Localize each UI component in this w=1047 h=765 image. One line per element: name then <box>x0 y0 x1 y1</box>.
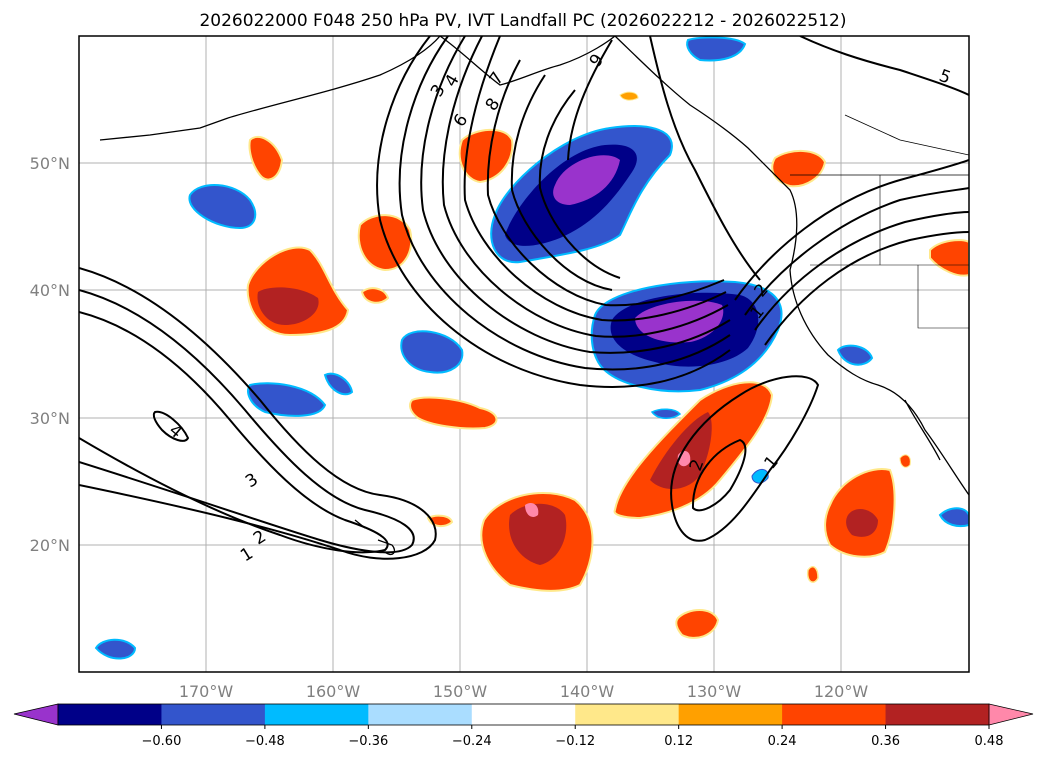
border-canada <box>844 114 969 156</box>
coast-north-america <box>614 36 969 496</box>
lat-label-50n: 50°N <box>30 154 70 173</box>
ivt-contour-5 <box>799 36 969 96</box>
colorbar-segment <box>678 704 783 725</box>
ivt-contour-north-4 <box>441 36 729 338</box>
colorbar-tick-label: −0.36 <box>348 734 388 749</box>
pv-negative-blob-tiny <box>650 408 682 419</box>
colorbar-tick-label: 0.12 <box>664 734 693 749</box>
pv-positive-core-se <box>846 508 878 537</box>
pv-negative-blob-east <box>938 507 969 528</box>
lat-label-40n: 40°N <box>30 281 70 300</box>
pv-positive-blob-tiny-4 <box>899 454 911 468</box>
ivt-contour-north-3 <box>420 36 731 354</box>
colorbar-tick-label: −0.12 <box>555 734 595 749</box>
coast-aleutians <box>99 117 229 141</box>
ivt-contour-east-2 <box>734 159 969 301</box>
lat-label-20n: 20°N <box>30 536 70 555</box>
colorbar-segment <box>782 704 887 725</box>
coast-baja <box>904 399 941 461</box>
pv-positive-blob-small <box>360 287 390 304</box>
ivt-contour-trough-2 <box>691 438 747 512</box>
lat-label-30n: 30°N <box>30 409 70 428</box>
lon-label-130w: 130°W <box>687 682 742 701</box>
pv-negative-blob-mid <box>400 330 464 374</box>
pv-positive-blob-cw <box>357 214 413 272</box>
lon-label-150w: 150°W <box>433 682 488 701</box>
colorbar-tick-label: −0.48 <box>245 734 285 749</box>
ivt-contour-north-5 <box>463 36 727 322</box>
pv-positive-peak-south <box>525 503 539 517</box>
longitude-labels: 170°W 160°W 150°W 140°W 130°W 120°W <box>179 682 869 701</box>
pv-negative-blob-coast <box>836 344 874 366</box>
colorbar-extend-max <box>988 703 1034 726</box>
ivt-contour-trough-1 <box>670 375 820 542</box>
colorbar-tick-label: 0.48 <box>975 734 1004 749</box>
map-frame <box>78 35 970 673</box>
colorbar-segment <box>368 704 473 725</box>
ivt-contour-north-1 <box>376 36 731 388</box>
pv-negative-blob-top <box>686 36 747 62</box>
coastlines <box>99 36 969 556</box>
pv-positive-blob-nw <box>248 135 284 181</box>
ivt-contour-north-9 <box>567 39 613 161</box>
ivt-contour-east-4 <box>754 211 969 331</box>
lon-label-140w: 140°W <box>560 682 615 701</box>
pv-negative-blob-west <box>188 183 257 230</box>
pv-positive-blob-tiny-3 <box>619 91 639 101</box>
ivt-contour-east-1 <box>649 36 761 281</box>
pv-positive-blob-tiny-2 <box>806 565 819 583</box>
coast-alaska-peninsula <box>227 36 441 119</box>
colorbar-segment <box>471 704 576 725</box>
colorbar-tick-label: −0.60 <box>142 734 182 749</box>
colorbar-segment <box>575 704 680 725</box>
pv-negative-north-blob <box>490 125 673 264</box>
coast-gulf-of-alaska <box>439 36 616 86</box>
pv-negative-blob-far-sw <box>94 638 137 660</box>
pv-positive-core-south <box>509 503 567 565</box>
colorbar-segment <box>885 704 990 725</box>
ivt-contour-west-1 <box>79 267 437 560</box>
ivt-contour-west-3 <box>79 311 389 554</box>
colorbar-tick-label: 0.24 <box>768 734 797 749</box>
colorbar-segment <box>161 704 266 725</box>
pv-positive-blob-far-south <box>675 609 720 639</box>
ivt-contour-north-2 <box>398 36 731 371</box>
ivt-contour-west-2 <box>79 289 415 554</box>
colorbar-segment <box>58 704 162 725</box>
ivt-contour-north-7 <box>510 74 613 291</box>
map-panel: 1 2 3 4 5 6 7 8 9 3 4 1 2 2 1 <box>78 35 970 673</box>
pv-positive-core-west <box>257 287 319 325</box>
colorbar-tick-label: 0.36 <box>871 734 900 749</box>
latitude-labels: 50°N 40°N 30°N 20°N <box>30 154 70 555</box>
ivt-contour-east-3 <box>744 187 969 316</box>
colorbar: −0.60 −0.48 −0.36 −0.24 −0.12 0.12 0.24 0.36 0.4… <box>13 703 1034 749</box>
ivt-contour-north-6 <box>486 59 725 307</box>
colorbar-outline <box>57 703 990 726</box>
colorbar-ticks: −0.60 −0.48 −0.36 −0.24 −0.12 0.12 0.24 0.36 0.4… <box>142 725 1004 749</box>
colorbar-segment <box>264 704 369 725</box>
lon-label-160w: 160°W <box>306 682 361 701</box>
pv-positive-blob-mid <box>409 396 498 430</box>
colorbar-segments <box>58 704 990 725</box>
colorbar-tick-label: −0.24 <box>452 734 492 749</box>
lon-label-120w: 120°W <box>814 682 869 701</box>
colorbar-extend-min <box>13 703 59 726</box>
pv-negative-blob-small <box>323 372 354 396</box>
ivt-contour-north-8 <box>538 89 621 279</box>
figure-title: 2026022000 F048 250 hPa PV, IVT Landfall… <box>199 11 846 31</box>
ivt-contour-west-4 <box>152 410 190 442</box>
ivt-contours <box>79 36 969 560</box>
lon-label-170w: 170°W <box>179 682 234 701</box>
pv-positive-blob-north <box>458 128 514 184</box>
ivt-contour-east-5 <box>764 231 969 346</box>
